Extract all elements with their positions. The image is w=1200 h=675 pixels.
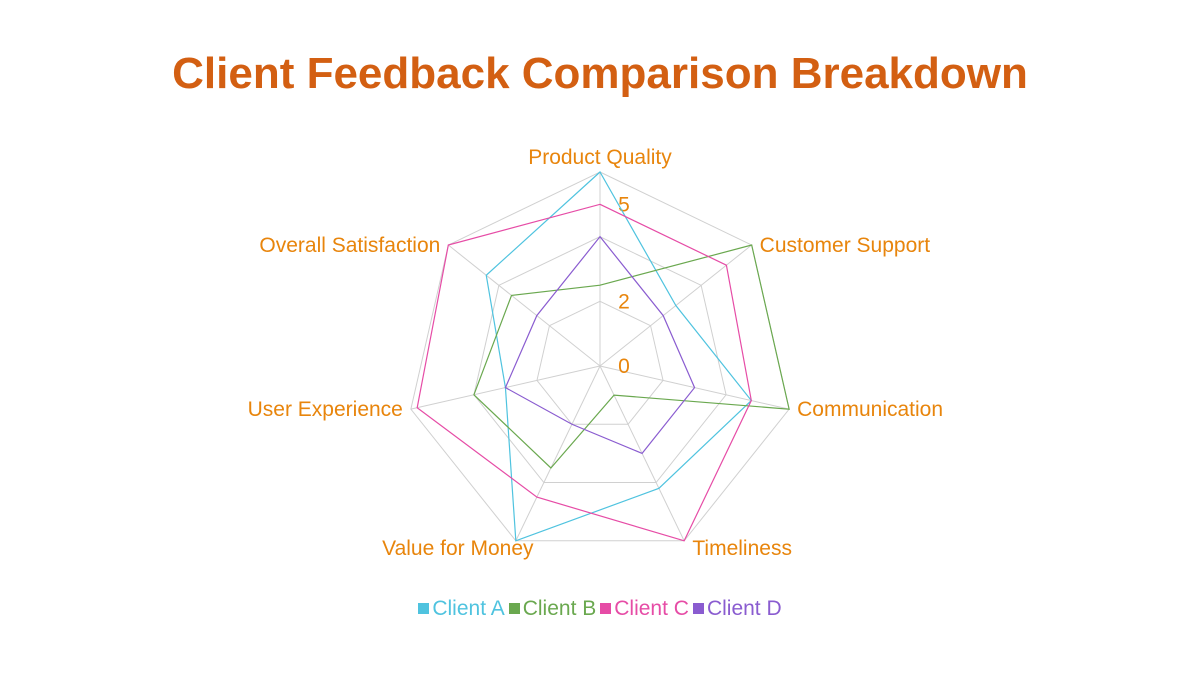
legend-swatch <box>418 603 430 614</box>
axis-label: Communication <box>797 398 943 421</box>
grid-ring <box>473 236 727 484</box>
legend-swatch <box>600 603 612 614</box>
series-client-d <box>504 235 696 455</box>
legend-label: Client B <box>522 597 597 620</box>
legend-label: Client D <box>706 597 782 620</box>
series-client-c <box>416 203 752 542</box>
axis-label: Timeliness <box>692 537 792 560</box>
legend: Client A Client B Client C Client D <box>0 596 1200 622</box>
radar-series <box>416 171 790 542</box>
radar-grid <box>410 171 790 542</box>
radial-tick-labels: 0 2 5 <box>618 193 630 378</box>
axis-label: Value for Money <box>382 537 534 560</box>
axis-label: Customer Support <box>760 234 931 257</box>
legend-swatch <box>508 603 520 614</box>
axis-label: User Experience <box>248 398 403 421</box>
legend-item-client-d[interactable]: Client D <box>692 596 782 622</box>
grid-ring <box>536 300 664 425</box>
series-client-a <box>485 171 753 542</box>
legend-label: Client C <box>614 597 689 620</box>
tick-label: 5 <box>618 193 630 216</box>
grid-spoke <box>448 244 601 367</box>
legend-swatch <box>692 603 704 614</box>
tick-label: 0 <box>618 355 630 378</box>
chart-title: Client Feedback Comparison Breakdown <box>172 49 1028 98</box>
tick-label: 2 <box>618 290 630 313</box>
axis-labels: Product Quality Customer Support Communica… <box>248 146 943 560</box>
series-client-b <box>473 244 790 469</box>
axis-label: Product Quality <box>528 146 672 169</box>
legend-item-client-a[interactable]: Client A <box>418 596 505 622</box>
legend-item-client-c[interactable]: Client C <box>600 596 689 622</box>
legend-label: Client A <box>432 597 505 620</box>
legend-item-client-b[interactable]: Client B <box>508 596 597 622</box>
grid-spoke <box>515 365 601 542</box>
axis-label: Overall Satisfaction <box>259 234 440 257</box>
